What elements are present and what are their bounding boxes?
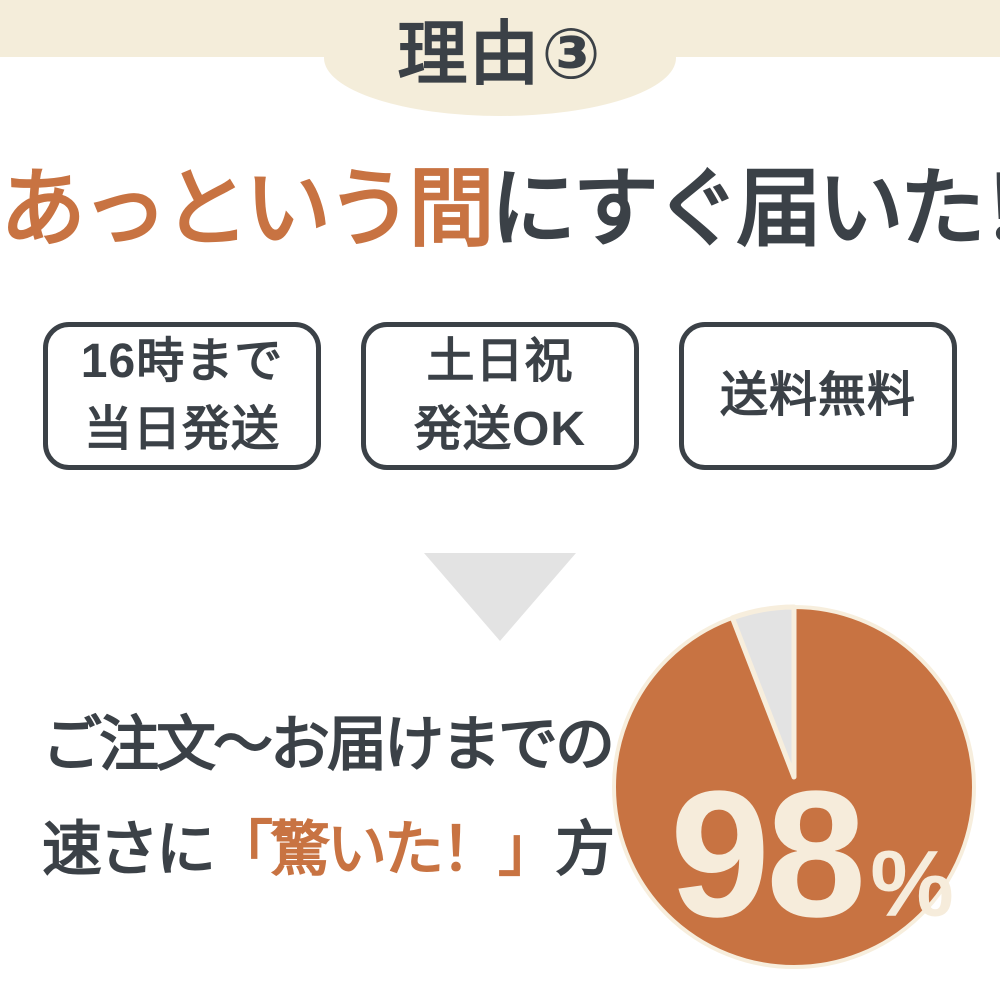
stat-caption: ご注文〜お届けまでの 速さに「驚いた！」方 xyxy=(42,692,615,902)
badge-line: 16時まで xyxy=(80,334,284,388)
badge-weekend-shipping: 土日祝 発送OK xyxy=(361,322,639,470)
headline-highlight: あっという間 xyxy=(0,161,495,257)
badge-line: 土日祝 xyxy=(426,334,574,388)
stat-caption-highlight: 「驚いた！」 xyxy=(213,816,558,883)
stat-caption-line2: 速さに「驚いた！」方 xyxy=(42,797,615,902)
pie-value-unit: % xyxy=(870,831,954,936)
stat-caption-line2-post: 方 xyxy=(555,816,615,883)
pie-chart-svg xyxy=(612,604,976,969)
badge-line: 当日発送 xyxy=(83,403,280,456)
badge-row: 16時まで 当日発送 土日祝 発送OK 送料無料 xyxy=(0,322,1000,470)
page-title: 理由③ xyxy=(397,15,603,93)
header-bump xyxy=(324,0,676,116)
badge-line: 発送OK xyxy=(413,403,586,456)
pie-value-label: 98% xyxy=(670,765,954,945)
badge-free-shipping: 送料無料 xyxy=(679,322,957,470)
pie-slice-remainder xyxy=(729,604,797,780)
badge-line: 送料無料 xyxy=(719,368,916,422)
badge-same-day-shipping: 16時まで 当日発送 xyxy=(43,322,321,470)
pie-value-number: 98 xyxy=(670,754,866,955)
stat-caption-line1: ご注文〜お届けまでの xyxy=(42,711,615,778)
headline: あっという間にすぐ届いた！ xyxy=(0,156,1000,264)
headline-rest: にすぐ届いた！ xyxy=(490,161,1000,257)
stat-caption-line2-pre: 速さに xyxy=(42,816,216,883)
pie-chart: 98% xyxy=(606,599,982,975)
down-arrow-icon xyxy=(424,553,576,641)
